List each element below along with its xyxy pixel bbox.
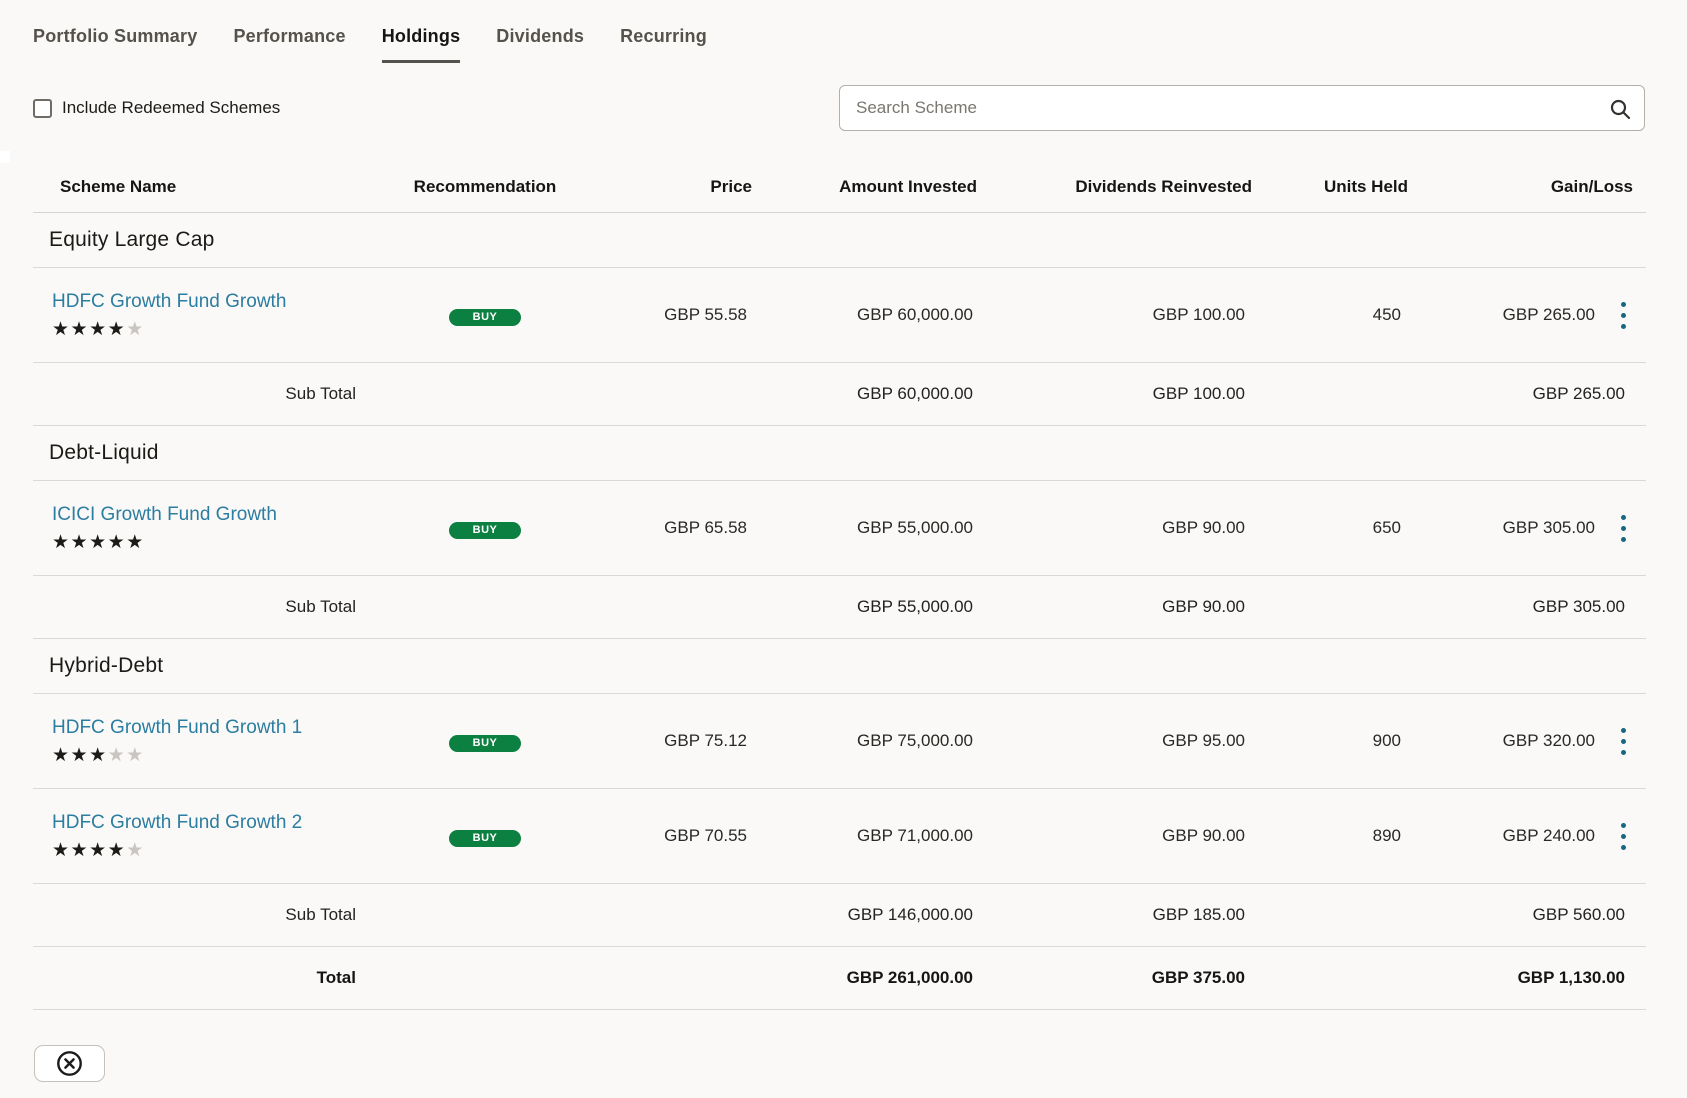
price-value: GBP 55.58	[664, 305, 747, 324]
price-value: GBP 70.55	[664, 826, 747, 845]
price-value: GBP 75.12	[664, 731, 747, 750]
tab-dividends[interactable]: Dividends	[496, 26, 585, 46]
dividends-reinvested-value: GBP 100.00	[1152, 305, 1245, 324]
table-row: HDFC Growth Fund Growth 2 ★★★★★ BUY GBP …	[33, 789, 1646, 884]
col-header-amount-invested: Amount Invested	[839, 176, 977, 196]
col-header-dividends-reinvested: Dividends Reinvested	[1075, 176, 1252, 196]
include-redeemed-schemes-option[interactable]: Include Redeemed Schemes	[33, 98, 280, 118]
kebab-menu-icon[interactable]	[1613, 298, 1634, 333]
gain-loss-value: GBP 240.00	[1502, 826, 1595, 845]
subtotal-amount-invested: GBP 55,000.00	[857, 597, 973, 616]
gain-loss-value: GBP 320.00	[1502, 731, 1595, 750]
table-row: ICICI Growth Fund Growth ★★★★★ BUY GBP 6…	[33, 481, 1646, 576]
tab-performance[interactable]: Performance	[233, 26, 346, 46]
subtotal-gain-loss: GBP 265.00	[1532, 384, 1625, 403]
col-header-price: Price	[710, 176, 752, 196]
tab-bar: Portfolio Summary Performance Holdings D…	[0, 0, 1687, 63]
dividends-reinvested-value: GBP 90.00	[1162, 826, 1245, 845]
subtotal-label: Sub Total	[285, 597, 356, 616]
search-scheme-box[interactable]	[839, 85, 1645, 131]
price-value: GBP 65.58	[664, 518, 747, 537]
amount-invested-value: GBP 75,000.00	[857, 731, 973, 750]
scheme-link[interactable]: ICICI Growth Fund Growth	[52, 504, 277, 525]
star-rating: ★★★★★	[52, 840, 145, 861]
tab-portfolio-summary[interactable]: Portfolio Summary	[33, 26, 198, 46]
gain-loss-value: GBP 305.00	[1502, 518, 1595, 537]
kebab-menu-icon[interactable]	[1613, 724, 1634, 759]
col-header-gain-loss: Gain/Loss	[1550, 176, 1633, 196]
tab-recurring[interactable]: Recurring	[620, 26, 707, 46]
subtotal-row: Sub Total GBP 146,000.00 GBP 185.00 GBP …	[33, 884, 1646, 947]
table-row: HDFC Growth Fund Growth ★★★★★ BUY GBP 55…	[33, 268, 1646, 363]
recommendation-badge[interactable]: BUY	[449, 308, 521, 326]
subtotal-gain-loss: GBP 560.00	[1532, 905, 1625, 924]
units-held-value: 650	[1372, 518, 1401, 537]
kebab-menu-icon[interactable]	[1613, 511, 1634, 546]
dividends-reinvested-value: GBP 95.00	[1162, 731, 1245, 750]
total-label: Total	[316, 968, 356, 987]
kebab-menu-icon[interactable]	[1613, 819, 1634, 854]
star-rating: ★★★★★	[52, 745, 145, 766]
group-header-equity-large-cap: Equity Large Cap	[33, 213, 1646, 268]
group-header-debt-liquid: Debt-Liquid	[33, 426, 1646, 481]
scheme-link[interactable]: HDFC Growth Fund Growth 2	[52, 812, 303, 833]
close-button[interactable]	[34, 1045, 105, 1082]
subtotal-row: Sub Total GBP 60,000.00 GBP 100.00 GBP 2…	[33, 363, 1646, 426]
tab-holdings[interactable]: Holdings	[381, 26, 461, 63]
total-gain-loss: GBP 1,130.00	[1517, 968, 1625, 987]
amount-invested-value: GBP 60,000.00	[857, 305, 973, 324]
footer	[34, 1045, 1687, 1082]
subtotal-dividends-reinvested: GBP 185.00	[1152, 905, 1245, 924]
gain-loss-value: GBP 265.00	[1502, 305, 1595, 324]
subtotal-gain-loss: GBP 305.00	[1532, 597, 1625, 616]
table-header-row: Scheme Name Recommendation Price Amount …	[33, 161, 1646, 213]
subtotal-row: Sub Total GBP 55,000.00 GBP 90.00 GBP 30…	[33, 576, 1646, 639]
total-row: Total GBP 261,000.00 GBP 375.00 GBP 1,13…	[33, 947, 1646, 1010]
table-row: HDFC Growth Fund Growth 1 ★★★★★ BUY GBP …	[33, 694, 1646, 789]
scheme-link[interactable]: HDFC Growth Fund Growth	[52, 291, 287, 312]
total-dividends-reinvested: GBP 375.00	[1151, 968, 1245, 987]
recommendation-badge[interactable]: BUY	[449, 521, 521, 539]
recommendation-badge[interactable]: BUY	[449, 829, 521, 847]
subtotal-label: Sub Total	[285, 905, 356, 924]
subtotal-dividends-reinvested: GBP 90.00	[1162, 597, 1245, 616]
holdings-table: Scheme Name Recommendation Price Amount …	[33, 161, 1646, 1010]
scrollbar-notch	[0, 151, 10, 163]
search-scheme-input[interactable]	[840, 86, 1644, 130]
include-redeemed-label: Include Redeemed Schemes	[62, 98, 281, 117]
recommendation-badge[interactable]: BUY	[449, 734, 521, 752]
amount-invested-value: GBP 55,000.00	[857, 518, 973, 537]
group-header-hybrid-debt: Hybrid-Debt	[33, 639, 1646, 694]
col-header-scheme-name: Scheme Name	[60, 176, 177, 196]
subtotal-amount-invested: GBP 60,000.00	[857, 384, 973, 403]
star-rating: ★★★★★	[52, 319, 145, 340]
include-redeemed-checkbox[interactable]	[33, 98, 52, 118]
amount-invested-value: GBP 71,000.00	[857, 826, 973, 845]
scheme-link[interactable]: HDFC Growth Fund Growth 1	[52, 717, 303, 738]
units-held-value: 450	[1372, 305, 1401, 324]
subtotal-dividends-reinvested: GBP 100.00	[1152, 384, 1245, 403]
dividends-reinvested-value: GBP 90.00	[1162, 518, 1245, 537]
col-header-recommendation: Recommendation	[413, 176, 557, 196]
total-amount-invested: GBP 261,000.00	[846, 968, 973, 987]
units-held-value: 890	[1372, 826, 1401, 845]
search-icon[interactable]	[1608, 97, 1632, 121]
subtotal-amount-invested: GBP 146,000.00	[847, 905, 973, 924]
star-rating: ★★★★★	[52, 532, 145, 553]
units-held-value: 900	[1372, 731, 1401, 750]
group-name: Equity Large Cap	[49, 228, 215, 251]
close-circle-icon	[57, 1051, 82, 1076]
subtotal-label: Sub Total	[285, 384, 356, 403]
col-header-units-held: Units Held	[1323, 176, 1408, 196]
group-name: Debt-Liquid	[49, 441, 159, 464]
filter-row: Include Redeemed Schemes	[33, 85, 1645, 131]
group-name: Hybrid-Debt	[49, 654, 164, 677]
